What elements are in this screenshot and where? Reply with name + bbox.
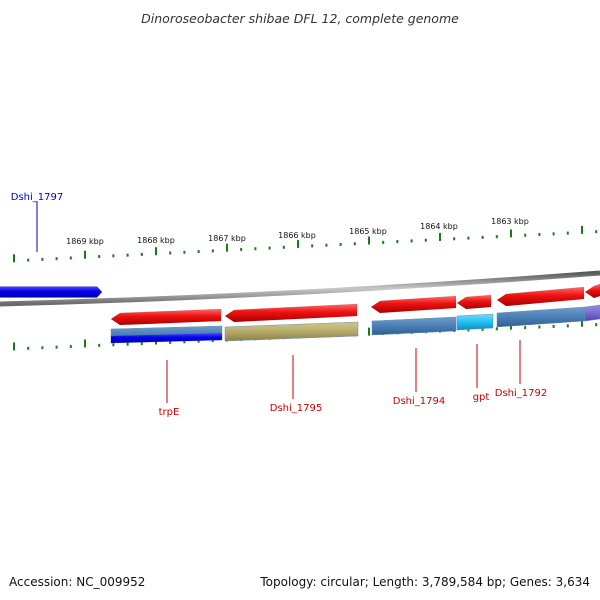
protein-domain: [496, 306, 586, 328]
gene-label-dshi-1797[interactable]: Dshi_1797: [11, 192, 63, 203]
gene-arrow-dshi-1797[interactable]: [0, 286, 103, 298]
gene-label-dshi-1795[interactable]: Dshi_1795: [270, 403, 322, 414]
gene-label-dshi-1792[interactable]: Dshi_1792: [495, 388, 547, 399]
ruler-label: 1864 kbp: [420, 222, 458, 231]
protein-domain: [224, 321, 359, 342]
ruler-labels: 1869 kbp 1868 kbp 1867 kbp 1866 kbp 1865 kbp…: [66, 217, 529, 246]
map-title: Dinoroseobacter shibae DFL 12, complete …: [141, 11, 459, 26]
genome-backbone: [0, 270, 600, 307]
gene-label-trpe[interactable]: trpE: [159, 407, 180, 418]
gene-arrow-gpt[interactable]: [456, 294, 492, 310]
ruler-label: 1863 kbp: [491, 217, 529, 226]
genome-summary-text: Topology: circular; Length: 3,789,584 bp…: [260, 575, 590, 589]
gene-track: [0, 283, 600, 326]
protein-domain: [111, 333, 222, 343]
gene-arrow[interactable]: [584, 283, 600, 299]
accession-text: Accession: NC_009952: [9, 575, 146, 589]
gene-labels: Dshi_1797 trpE Dshi_1795 Dshi_1794 gpt Dshi_1…: [11, 192, 547, 418]
ruler-label: 1869 kbp: [66, 237, 104, 246]
gene-arrow-dshi-1792[interactable]: [496, 286, 585, 307]
protein-domain: [456, 313, 494, 331]
protein-domain: [371, 316, 457, 336]
gene-label-dshi-1794[interactable]: Dshi_1794: [393, 396, 445, 407]
gene-arrow-trpe[interactable]: [110, 308, 222, 326]
protein-domains: [110, 304, 600, 344]
gene-arrow-dshi-1795[interactable]: [224, 303, 358, 323]
protein-domain: [584, 304, 600, 322]
gene-arrow-dshi-1794[interactable]: [370, 295, 457, 314]
ruler-label: 1866 kbp: [278, 231, 316, 240]
ruler-label: 1865 kbp: [349, 227, 387, 236]
gene-label-gpt[interactable]: gpt: [473, 392, 490, 403]
ruler-label: 1867 kbp: [208, 234, 246, 243]
ruler-label: 1868 kbp: [137, 236, 175, 245]
